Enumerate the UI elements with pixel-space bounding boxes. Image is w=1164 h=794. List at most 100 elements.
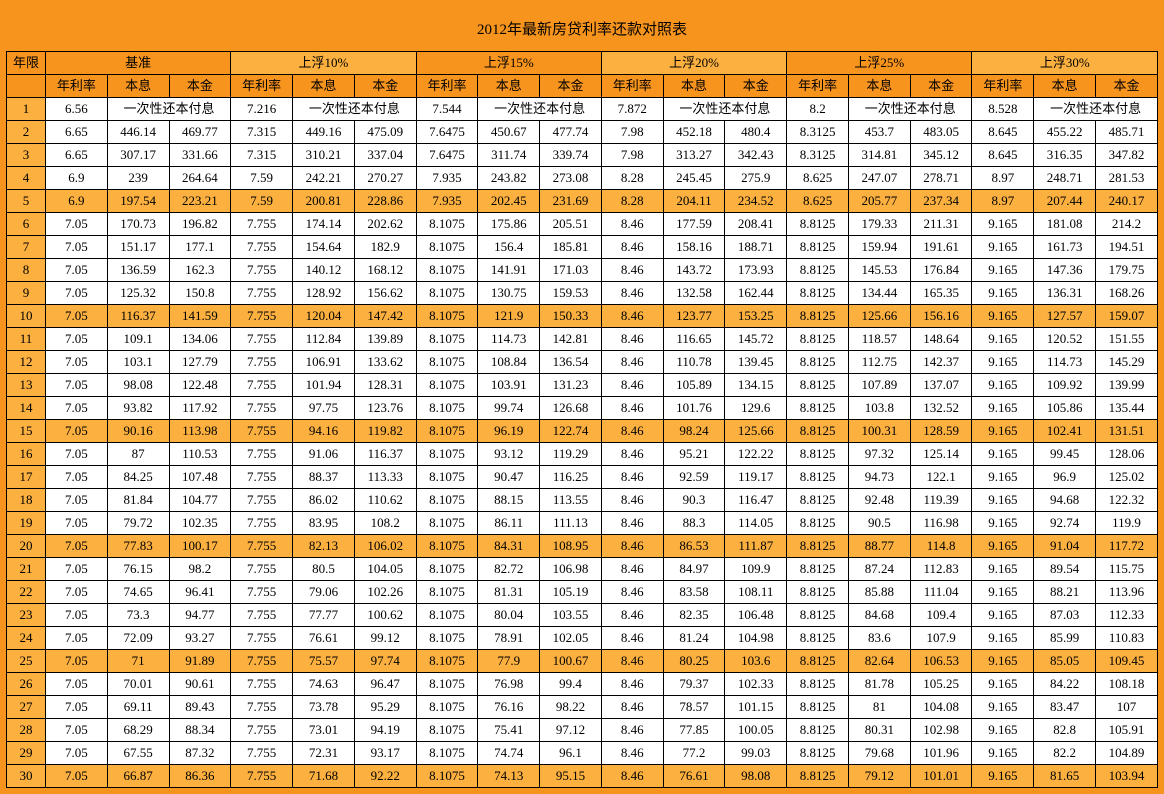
- cell-principal: 125.66: [725, 420, 787, 443]
- cell-principal-interest: 125.66: [848, 305, 910, 328]
- table-row: 157.0590.16113.987.75594.16119.828.10759…: [7, 420, 1158, 443]
- cell-principal-interest: 76.98: [478, 673, 540, 696]
- header-sub: 本金: [540, 75, 602, 98]
- cell-principal-interest: 79.12: [848, 765, 910, 788]
- cell-rate: 7.755: [231, 489, 293, 512]
- row-index: 3: [7, 144, 46, 167]
- cell-principal: 112.33: [1096, 604, 1158, 627]
- cell-principal: 102.05: [540, 627, 602, 650]
- cell-principal-interest: 101.94: [293, 374, 355, 397]
- cell-principal-interest: 242.21: [293, 167, 355, 190]
- cell-principal: 162.44: [725, 282, 787, 305]
- cell-once: 一次性还本付息: [293, 98, 417, 121]
- header-sub: 本金: [725, 75, 787, 98]
- cell-principal-interest: 307.17: [107, 144, 169, 167]
- cell-principal-interest: 450.67: [478, 121, 540, 144]
- cell-principal-interest: 112.75: [848, 351, 910, 374]
- cell-principal-interest: 80.5: [293, 558, 355, 581]
- cell-rate: 7.935: [416, 167, 478, 190]
- cell-principal-interest: 71: [107, 650, 169, 673]
- cell-principal-interest: 78.91: [478, 627, 540, 650]
- cell-rate: 8.46: [601, 604, 663, 627]
- cell-principal-interest: 97.32: [848, 443, 910, 466]
- header-sub: 本息: [663, 75, 725, 98]
- cell-rate: 8.46: [601, 420, 663, 443]
- cell-principal-interest: 106.91: [293, 351, 355, 374]
- cell-principal: 480.4: [725, 121, 787, 144]
- cell-principal-interest: 71.68: [293, 765, 355, 788]
- cell-principal: 107.9: [910, 627, 972, 650]
- cell-principal: 106.98: [540, 558, 602, 581]
- cell-principal-interest: 107.89: [848, 374, 910, 397]
- header-sub: 年利率: [46, 75, 108, 98]
- cell-principal-interest: 74.74: [478, 742, 540, 765]
- cell-principal-interest: 112.84: [293, 328, 355, 351]
- cell-principal-interest: 75.57: [293, 650, 355, 673]
- cell-principal-interest: 84.25: [107, 466, 169, 489]
- cell-principal-interest: 90.47: [478, 466, 540, 489]
- cell-principal-interest: 77.77: [293, 604, 355, 627]
- cell-principal-interest: 76.61: [663, 765, 725, 788]
- cell-rate: 9.165: [972, 719, 1034, 742]
- cell-principal: 142.37: [910, 351, 972, 374]
- cell-rate: 8.46: [601, 742, 663, 765]
- row-index: 13: [7, 374, 46, 397]
- cell-principal: 94.19: [354, 719, 416, 742]
- cell-once: 一次性还本付息: [663, 98, 787, 121]
- cell-principal-interest: 453.7: [848, 121, 910, 144]
- cell-principal-interest: 310.21: [293, 144, 355, 167]
- cell-rate: 7.755: [231, 627, 293, 650]
- header-sub: 年利率: [972, 75, 1034, 98]
- row-index: 18: [7, 489, 46, 512]
- cell-principal-interest: 83.58: [663, 581, 725, 604]
- cell-principal-interest: 73.3: [107, 604, 169, 627]
- row-index: 27: [7, 696, 46, 719]
- cell-principal: 150.33: [540, 305, 602, 328]
- cell-principal-interest: 143.72: [663, 259, 725, 282]
- cell-rate: 7.05: [46, 558, 108, 581]
- cell-principal: 98.22: [540, 696, 602, 719]
- cell-principal-interest: 93.82: [107, 397, 169, 420]
- cell-principal-interest: 123.77: [663, 305, 725, 328]
- cell-principal: 99.03: [725, 742, 787, 765]
- cell-principal-interest: 85.88: [848, 581, 910, 604]
- table-row: 26.65446.14469.777.315449.16475.097.6475…: [7, 121, 1158, 144]
- cell-rate: 8.8125: [787, 696, 849, 719]
- cell-principal: 103.55: [540, 604, 602, 627]
- cell-principal: 99.4: [540, 673, 602, 696]
- table-row: 97.05125.32150.87.755128.92156.628.10751…: [7, 282, 1158, 305]
- cell-principal: 223.21: [169, 190, 231, 213]
- cell-rate: 7.315: [231, 121, 293, 144]
- cell-principal: 92.22: [354, 765, 416, 788]
- cell-principal-interest: 116.37: [107, 305, 169, 328]
- cell-rate: 7.755: [231, 719, 293, 742]
- cell-principal-interest: 88.37: [293, 466, 355, 489]
- cell-rate: 8.8125: [787, 719, 849, 742]
- cell-principal-interest: 103.1: [107, 351, 169, 374]
- cell-principal: 93.17: [354, 742, 416, 765]
- loan-rate-table: 年限基准上浮10%上浮15%上浮20%上浮25%上浮30% 年利率本息本金年利率…: [6, 51, 1158, 788]
- cell-principal-interest: 114.73: [1034, 351, 1096, 374]
- cell-principal-interest: 181.08: [1034, 213, 1096, 236]
- cell-principal-interest: 90.3: [663, 489, 725, 512]
- cell-rate: 8.8125: [787, 351, 849, 374]
- cell-principal-interest: 85.99: [1034, 627, 1096, 650]
- cell-rate: 8.8125: [787, 328, 849, 351]
- cell-principal-interest: 74.13: [478, 765, 540, 788]
- table-row: 177.0584.25107.487.75588.37113.338.10759…: [7, 466, 1158, 489]
- cell-rate: 8.8125: [787, 627, 849, 650]
- cell-rate: 9.165: [972, 696, 1034, 719]
- cell-rate: 8.1075: [416, 696, 478, 719]
- cell-principal-interest: 140.12: [293, 259, 355, 282]
- cell-rate: 8.1075: [416, 328, 478, 351]
- cell-principal: 159.07: [1096, 305, 1158, 328]
- cell-principal: 113.96: [1096, 581, 1158, 604]
- cell-principal-interest: 205.77: [848, 190, 910, 213]
- cell-principal: 331.66: [169, 144, 231, 167]
- cell-principal: 103.6: [725, 650, 787, 673]
- cell-principal-interest: 108.84: [478, 351, 540, 374]
- cell-rate: 9.165: [972, 236, 1034, 259]
- cell-principal-interest: 455.22: [1034, 121, 1096, 144]
- cell-principal: 116.25: [540, 466, 602, 489]
- cell-principal: 202.62: [354, 213, 416, 236]
